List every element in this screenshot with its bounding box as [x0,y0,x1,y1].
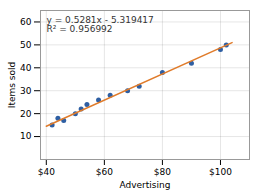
svg-text:50: 50 [20,40,32,50]
svg-text:10: 10 [20,131,32,141]
svg-text:Items sold: Items sold [7,62,17,108]
svg-text:40: 40 [20,63,32,73]
svg-text:$60: $60 [96,167,113,177]
svg-text:20: 20 [20,109,32,119]
svg-text:$80: $80 [154,167,171,177]
svg-text:$100: $100 [209,167,232,177]
svg-text:Advertising: Advertising [120,180,171,190]
svg-text:30: 30 [20,86,32,96]
svg-text:y = 0.5281x - 5.319417R² = 0.9: y = 0.5281x - 5.319417R² = 0.956992 [47,15,154,34]
svg-text:60: 60 [20,17,32,27]
svg-text:$40: $40 [38,167,55,177]
